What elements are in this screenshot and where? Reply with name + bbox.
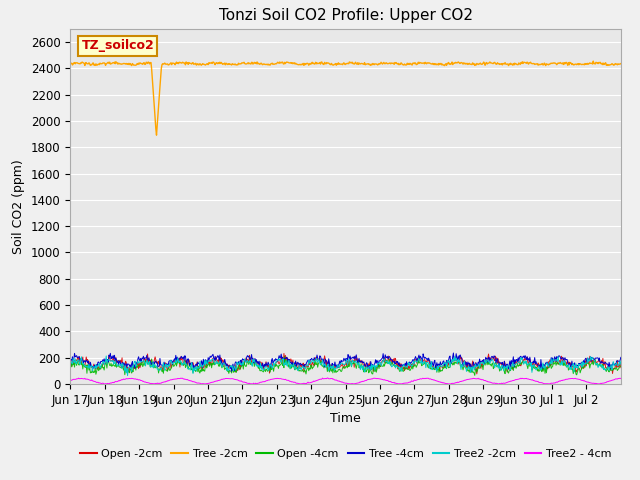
Legend: Open -2cm, Tree -2cm, Open -4cm, Tree -4cm, Tree2 -2cm, Tree2 - 4cm: Open -2cm, Tree -2cm, Open -4cm, Tree -4… <box>76 444 616 464</box>
X-axis label: Time: Time <box>330 412 361 425</box>
Text: TZ_soilco2: TZ_soilco2 <box>81 39 154 52</box>
Y-axis label: Soil CO2 (ppm): Soil CO2 (ppm) <box>12 159 26 254</box>
Title: Tonzi Soil CO2 Profile: Upper CO2: Tonzi Soil CO2 Profile: Upper CO2 <box>219 9 472 24</box>
